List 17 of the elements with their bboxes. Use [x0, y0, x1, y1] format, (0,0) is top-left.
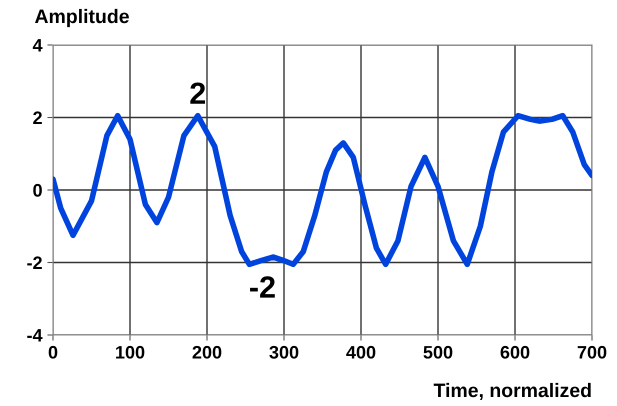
y-tick-label: 4 — [32, 39, 42, 52]
x-tick-label: 400 — [346, 346, 376, 359]
y-axis-title: Amplitude — [34, 8, 129, 28]
x-axis-title: Time, normalized — [434, 382, 591, 400]
y-tick-label: 0 — [33, 184, 42, 197]
annotation: -2 — [250, 276, 275, 298]
x-tick-label: 600 — [500, 346, 530, 359]
x-tick-label: 500 — [423, 346, 452, 359]
annotation: 2 — [190, 82, 206, 104]
x-tick-label: 100 — [116, 346, 144, 359]
y-tick-label: -2 — [27, 256, 42, 270]
x-tick-label: 0 — [48, 346, 58, 359]
x-tick-label: 700 — [578, 346, 606, 359]
x-tick-label: 300 — [269, 346, 298, 359]
y-tick-label: -4 — [27, 329, 42, 342]
y-tick-label: 2 — [33, 111, 42, 124]
x-tick-label: 200 — [192, 346, 222, 359]
